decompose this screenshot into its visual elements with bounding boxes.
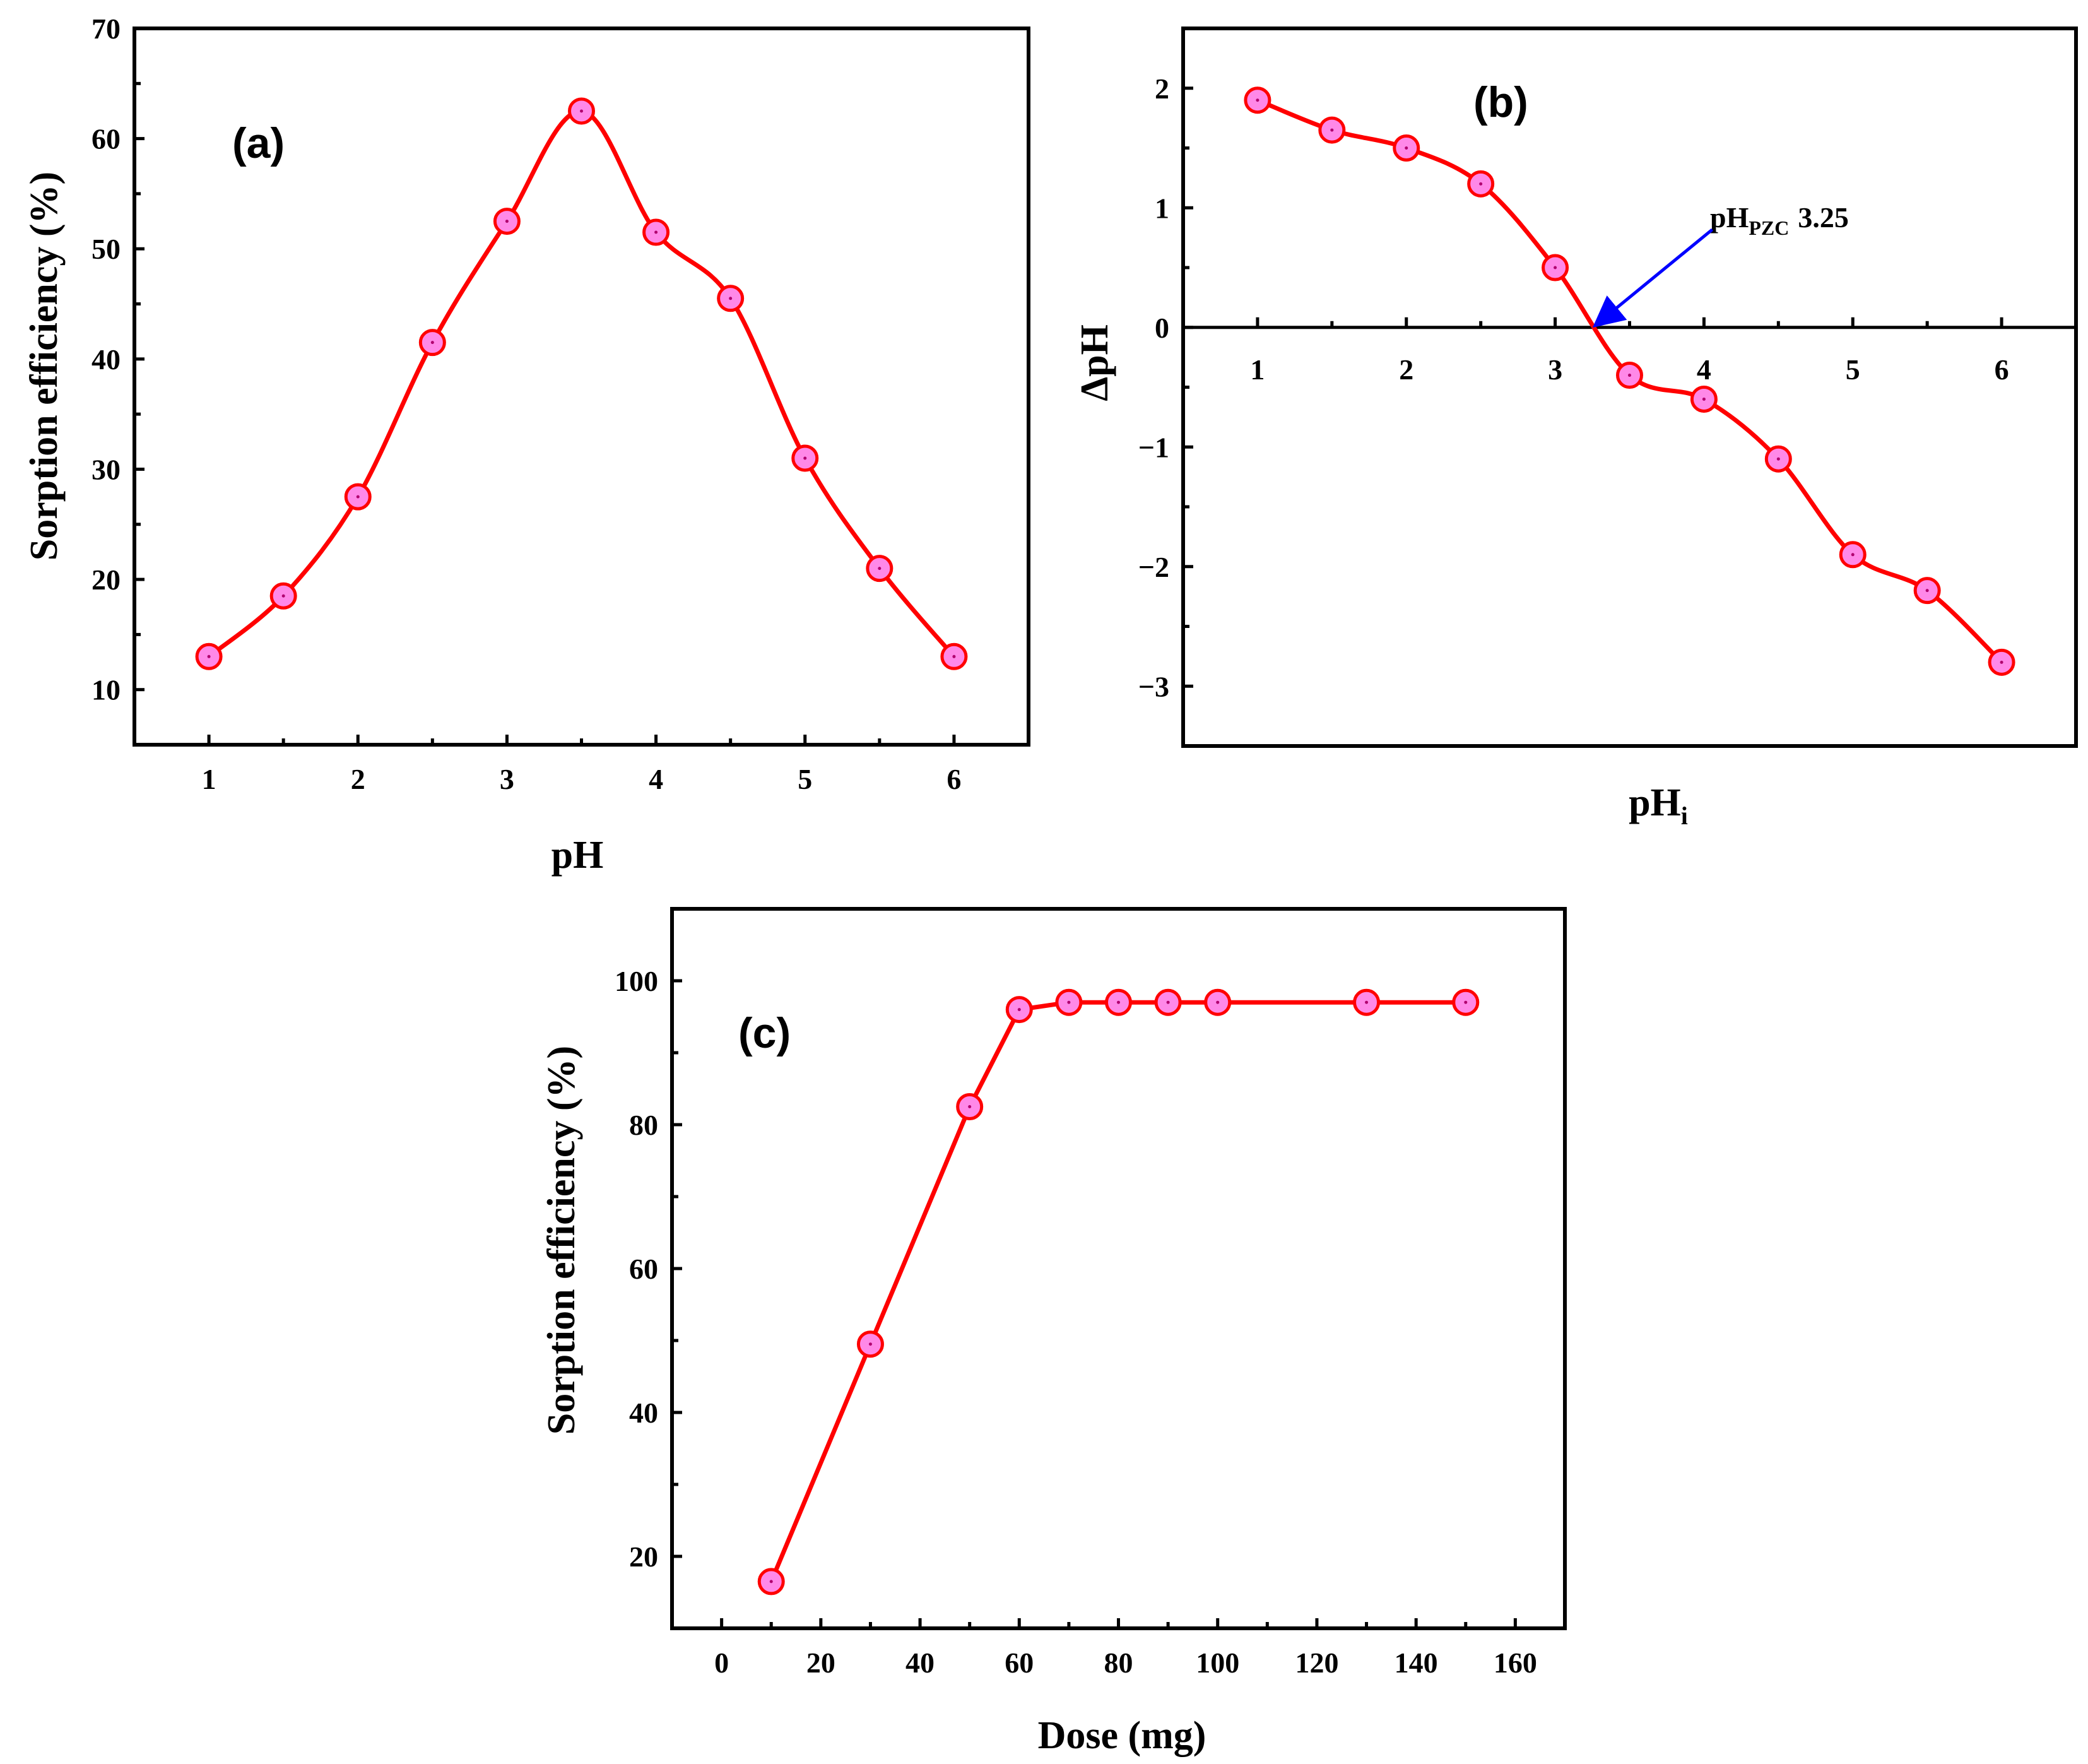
x-tick-label: 120 (1295, 1647, 1338, 1679)
panel-label-a: (a) (232, 119, 285, 167)
data-point (717, 285, 745, 312)
x-tick-label: 4 (1697, 353, 1711, 386)
y-tick-label: 70 (91, 13, 121, 45)
data-point (1690, 385, 1718, 413)
x-axis-title-b-sub: i (1681, 802, 1688, 830)
data-point (1005, 996, 1033, 1024)
pzc-arrow (1592, 228, 1714, 328)
x-tick-label: 3 (500, 763, 514, 795)
data-point (956, 1093, 984, 1120)
x-tick-label: 140 (1395, 1647, 1438, 1679)
plot-frame (670, 907, 1567, 1630)
x-tick-label: 100 (1196, 1647, 1239, 1679)
pzc-annotation-prefix: pH (1710, 201, 1749, 234)
y-tick-label: 60 (629, 1253, 658, 1285)
data-point (344, 483, 372, 511)
data-point (1204, 988, 1232, 1016)
x-tick-label: 5 (1846, 353, 1860, 386)
y-tick-label: −1 (1138, 431, 1169, 463)
y-tick-label: 0 (1155, 312, 1169, 344)
pzc-annotation-sub: PZC (1749, 216, 1789, 239)
y-tick-label: 60 (91, 123, 121, 155)
x-tick-label: 4 (649, 763, 663, 795)
series-line (769, 1000, 1466, 1583)
data-point (940, 642, 968, 670)
data-point (1318, 116, 1346, 144)
data-point (493, 208, 521, 235)
x-tick-label: 2 (351, 763, 365, 795)
y-tick-label: −2 (1138, 551, 1169, 583)
x-tick-label: 60 (1005, 1647, 1034, 1679)
y-axis-title-c: Sorption efficiency (%) (540, 1046, 583, 1435)
data-point (866, 555, 894, 583)
chart-panel-c: Sorption efficiency (%) Dose (mg) (c) 0 2… (540, 907, 1567, 1757)
data-point (568, 97, 595, 125)
data-point (195, 642, 223, 670)
data-point (757, 1568, 785, 1595)
y-axis-title-b: ΔpH (1073, 324, 1116, 401)
x-tick-label: 1 (202, 763, 216, 795)
y-tick-label: −3 (1138, 670, 1169, 702)
x-tick-label: 0 (714, 1647, 729, 1679)
data-point (1353, 988, 1381, 1016)
y-tick-label: 20 (629, 1541, 658, 1573)
y-tick-label: 40 (629, 1397, 658, 1429)
pzc-annotation: pHPZC 3.25 (1710, 201, 1849, 239)
y-tick-label: 1 (1155, 192, 1169, 224)
data-point (1452, 988, 1480, 1016)
panel-label-b: (b) (1473, 78, 1528, 126)
data-point (1154, 988, 1182, 1016)
data-point (856, 1330, 884, 1358)
data-point (1839, 541, 1867, 569)
x-tick-label: 6 (947, 763, 961, 795)
y-tick-label: 30 (91, 453, 121, 485)
y-tick-label: 50 (91, 233, 121, 265)
x-tick-label: 3 (1548, 353, 1562, 386)
y-tick-label: 2 (1155, 73, 1169, 105)
x-axis-title-c: Dose (mg) (1038, 1714, 1206, 1757)
data-point (1393, 134, 1420, 162)
pzc-annotation-value: 3.25 (1798, 201, 1849, 234)
data-point (1467, 170, 1495, 198)
y-tick-label: 10 (91, 674, 121, 706)
y-tick-label: 80 (629, 1109, 658, 1141)
y-tick-label: 40 (91, 343, 121, 376)
data-point (1988, 648, 2015, 676)
x-axis-title-a: pH (551, 834, 604, 877)
data-point (269, 582, 297, 610)
data-point (642, 218, 670, 246)
x-tick-label: 1 (1250, 353, 1265, 386)
panel-label-c: (c) (738, 1009, 791, 1057)
data-point (791, 444, 819, 472)
data-point (1542, 254, 1569, 281)
y-axis-title-a: Sorption efficiency (%) (23, 172, 66, 560)
data-point (1764, 445, 1792, 473)
x-tick-label: 160 (1494, 1647, 1537, 1679)
x-tick-label: 20 (806, 1647, 835, 1679)
x-tick-label: 5 (798, 763, 812, 795)
data-point (1616, 362, 1643, 389)
x-axis-title-b: pHi (1629, 781, 1688, 830)
x-tick-label: 80 (1104, 1647, 1133, 1679)
x-axis-title-b-main: pH (1629, 781, 1681, 824)
data-point (1913, 577, 1941, 605)
y-tick-label: 100 (615, 965, 658, 997)
y-tick-label: 20 (91, 564, 121, 596)
data-point (1244, 86, 1271, 114)
data-point (418, 329, 446, 357)
data-point (1055, 988, 1083, 1016)
series-line (207, 109, 956, 659)
x-tick-label: 40 (905, 1647, 935, 1679)
x-tick-label: 6 (1995, 353, 2009, 386)
data-point (1105, 988, 1132, 1016)
chart-panel-a: Sorption efficiency (%) pH (a) 1 2 3 4 5 6 10 2… (23, 13, 1030, 877)
x-tick-label: 2 (1399, 353, 1413, 386)
